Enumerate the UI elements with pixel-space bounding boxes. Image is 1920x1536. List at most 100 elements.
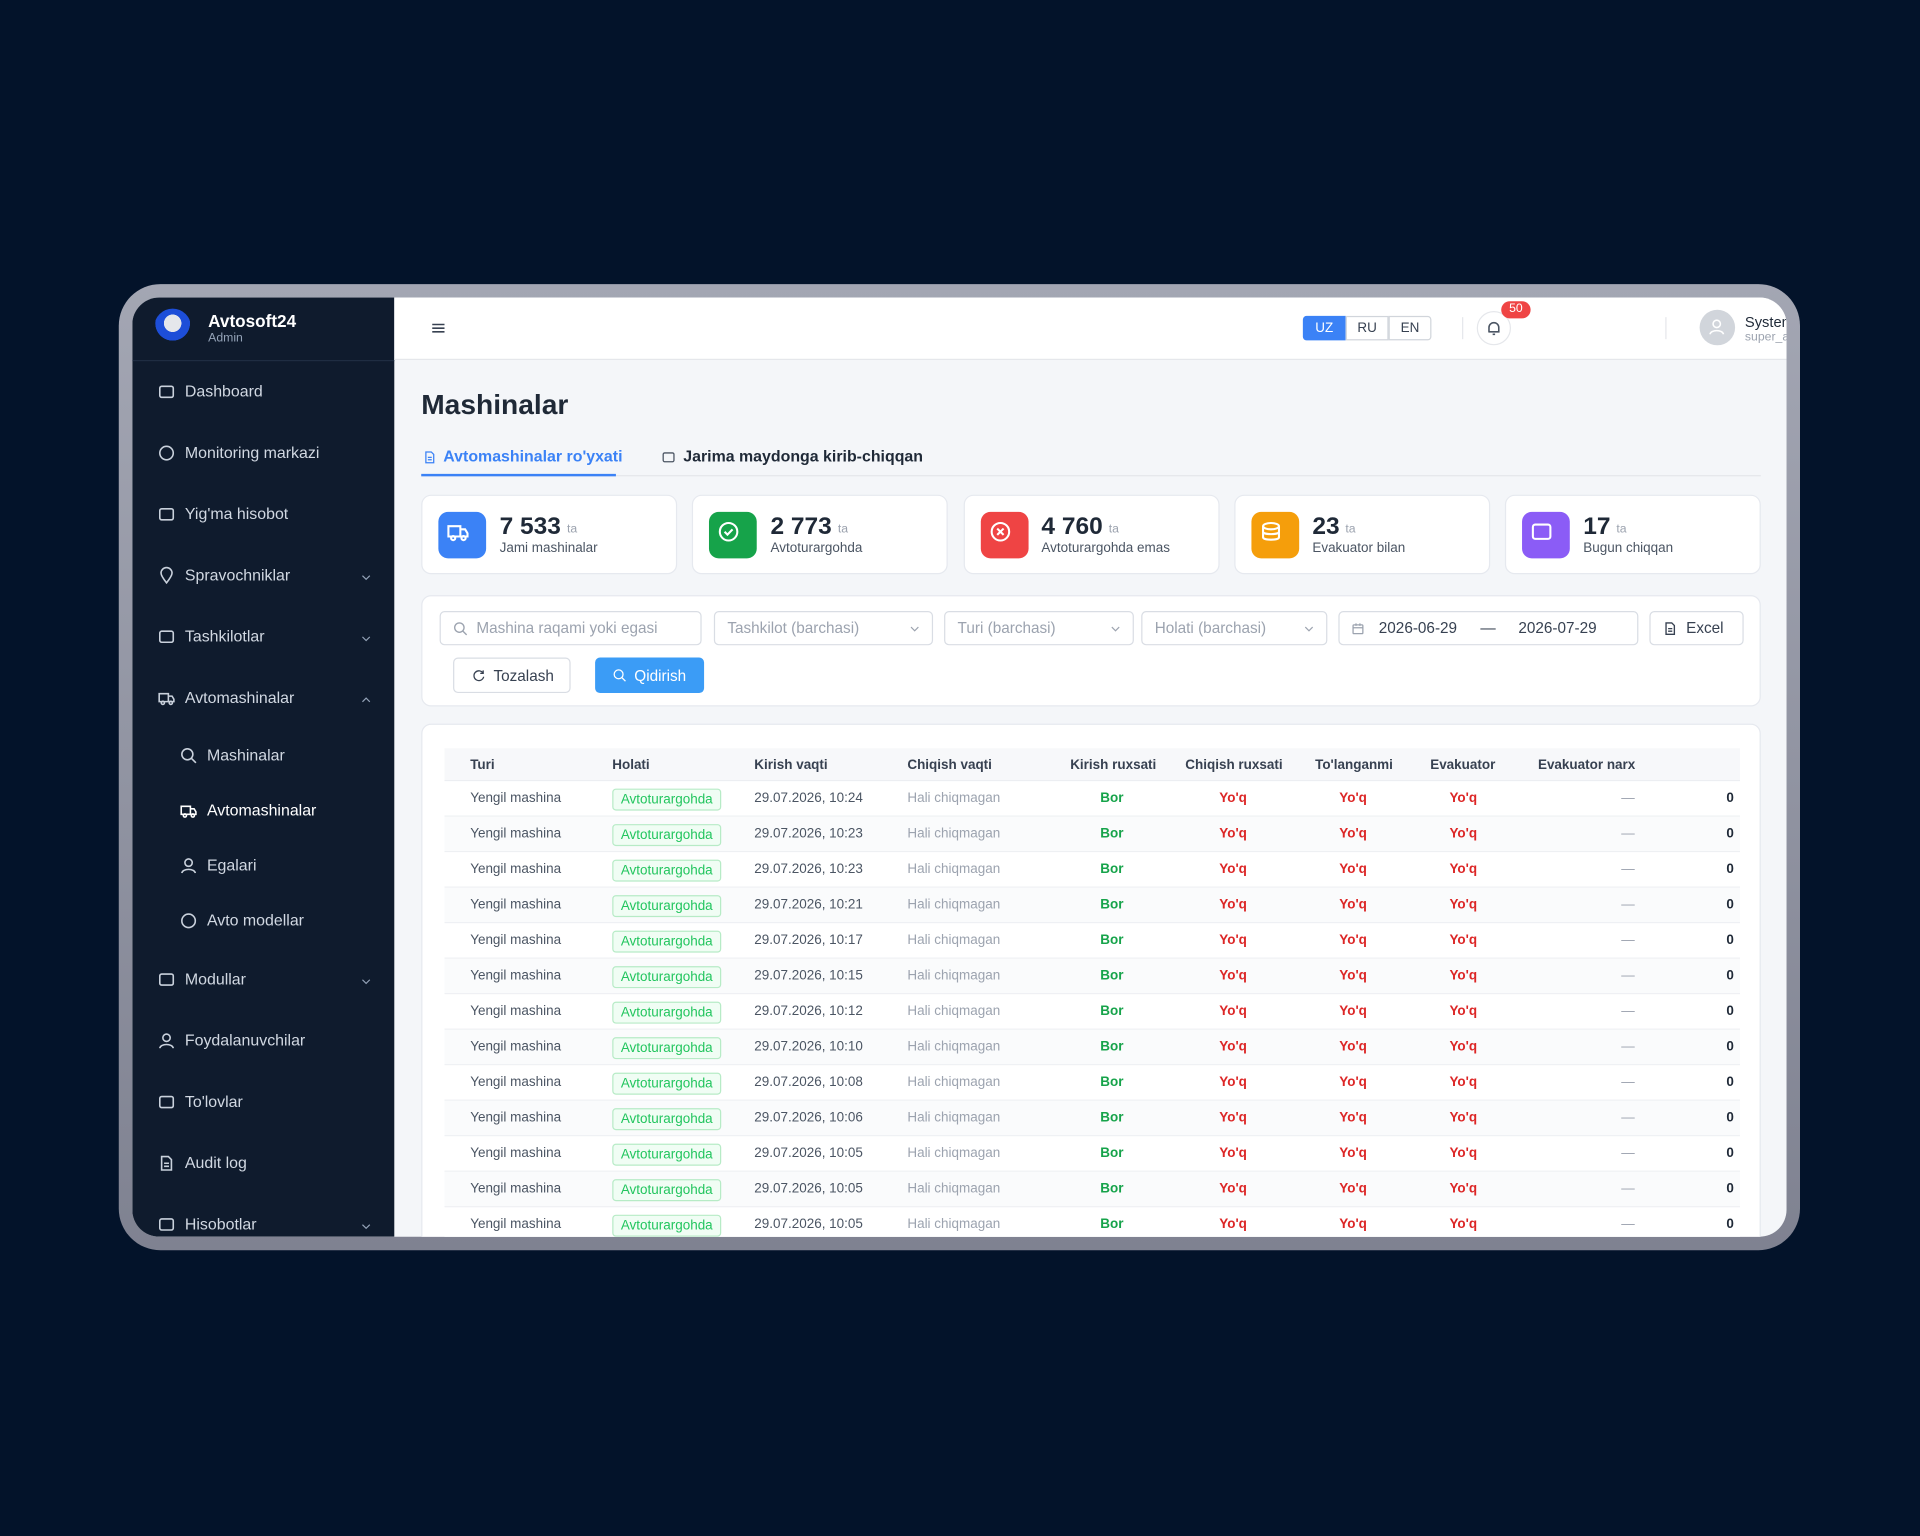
icon-graphic (159, 1095, 175, 1109)
table-cell: 0 (1726, 1146, 1734, 1161)
status-badge: Avtoturargohda (612, 1143, 722, 1166)
status-badge: Avtoturargohda (612, 930, 722, 953)
icon-shape (159, 507, 175, 521)
divider (132, 360, 395, 362)
icon-graphic (454, 622, 468, 636)
menu-label: Monitoring markazi (184, 443, 320, 462)
icon-shape (160, 1155, 173, 1171)
table-cell: Yo'q (1219, 1110, 1247, 1126)
table-cell: 29.07.2026, 10:15 (754, 968, 863, 984)
select[interactable] (1141, 611, 1328, 646)
table-cell: Yo'q (1219, 968, 1247, 984)
icon (1530, 521, 1552, 551)
icon-graphic (159, 1033, 175, 1049)
table-cell: Yo'q (1339, 1181, 1367, 1197)
table-cell: Yo'q (1219, 933, 1247, 948)
notification-button[interactable] (1476, 311, 1512, 346)
date-from: 2026-06-29 (1378, 619, 1458, 637)
table-cell: Bor (1100, 1217, 1124, 1232)
table-cell: — (1621, 826, 1635, 842)
logo (154, 308, 192, 346)
table-cell: — (1621, 968, 1635, 984)
stat-value: 17 (1583, 513, 1611, 541)
table-cell: 0 (1726, 1004, 1734, 1019)
table-cell: Yo'q (1339, 826, 1367, 842)
table-cell: — (1621, 1181, 1635, 1197)
stat-icon (1522, 511, 1570, 559)
table-cell: 0 (1726, 1039, 1734, 1055)
stat-label: Jami mashinalar (499, 541, 598, 556)
tab[interactable]: Jarima maydonga kirib-chiqqan (683, 446, 923, 466)
icon (360, 632, 373, 649)
icon-graphic (910, 626, 919, 632)
table-header-row (444, 748, 1741, 782)
language-button[interactable]: RU (1345, 315, 1389, 341)
column-header: Evakuator narx (1537, 757, 1636, 773)
table-cell: — (1621, 1004, 1635, 1019)
table-cell: Yo'q (1449, 1146, 1478, 1161)
icon-shape (1261, 526, 1280, 541)
table-cell: Yo'q (1219, 1004, 1247, 1019)
icon-shape (613, 669, 624, 680)
icon (158, 971, 175, 994)
menu-label: Tashkilotlar (184, 626, 265, 646)
table-cell: — (1621, 897, 1635, 913)
icon-shape (159, 973, 175, 986)
table-row[interactable] (444, 923, 1741, 959)
divider (1665, 317, 1667, 340)
icon-graphic (1304, 626, 1314, 632)
icon-shape (473, 670, 485, 682)
table-cell: Yengil mashina (470, 826, 562, 842)
icon-shape (362, 636, 371, 642)
reset-button[interactable] (453, 657, 571, 694)
table-cell: Bor (1100, 1146, 1124, 1161)
select-placeholder: Turi (barchasi) (957, 619, 1056, 637)
table-cell: Hali chiqmagan (907, 968, 1001, 984)
table-cell: Hali chiqmagan (907, 1004, 1001, 1019)
icon-shape (450, 534, 457, 542)
column-header: Evakuator (1430, 757, 1496, 773)
excel-button[interactable] (1649, 611, 1744, 646)
table-cell: 0 (1726, 862, 1734, 877)
table-cell: Yengil mashina (470, 1146, 562, 1161)
icon (180, 857, 197, 880)
icon-graphic (613, 669, 626, 682)
icon-shape (362, 979, 371, 985)
icon (908, 623, 921, 640)
language-button[interactable]: UZ (1302, 315, 1346, 341)
status-badge: Avtoturargohda (612, 895, 722, 918)
stat-unit: ta (837, 522, 849, 537)
table-cell: Yo'q (1339, 968, 1367, 984)
search-input[interactable] (439, 611, 702, 646)
search-button[interactable] (595, 657, 705, 694)
excel-label: Excel (1686, 619, 1724, 637)
submenu-label: Egalari (206, 855, 257, 875)
tab[interactable]: Avtomashinalar ro'yxati (443, 446, 623, 466)
brand-role: Admin (208, 331, 243, 346)
icon (180, 912, 197, 935)
table-cell: Yengil mashina (470, 1110, 562, 1126)
table-row[interactable] (444, 816, 1741, 853)
icon-graphic (181, 858, 197, 874)
select[interactable] (713, 611, 934, 646)
icon-graphic (362, 636, 371, 642)
table-cell: Bor (1100, 1110, 1124, 1126)
table-cell: Bor (1100, 897, 1124, 913)
icon (1303, 623, 1316, 640)
icon-shape (447, 525, 469, 538)
date-range[interactable] (1338, 611, 1639, 646)
table-cell: Yengil mashina (470, 1039, 562, 1055)
language-button[interactable]: EN (1388, 315, 1432, 341)
table-cell: Yengil mashina (470, 1181, 562, 1197)
table-cell: 29.07.2026, 10:08 (754, 1075, 863, 1090)
table-cell: Yo'q (1449, 897, 1478, 913)
icon (158, 506, 175, 529)
status-badge: Avtoturargohda (612, 1037, 722, 1060)
status-badge: Avtoturargohda (612, 1214, 722, 1237)
select[interactable] (944, 611, 1134, 646)
icon-graphic (362, 979, 371, 985)
menu-label: Audit log (184, 1153, 247, 1172)
table-cell: Yengil mashina (470, 1075, 562, 1090)
